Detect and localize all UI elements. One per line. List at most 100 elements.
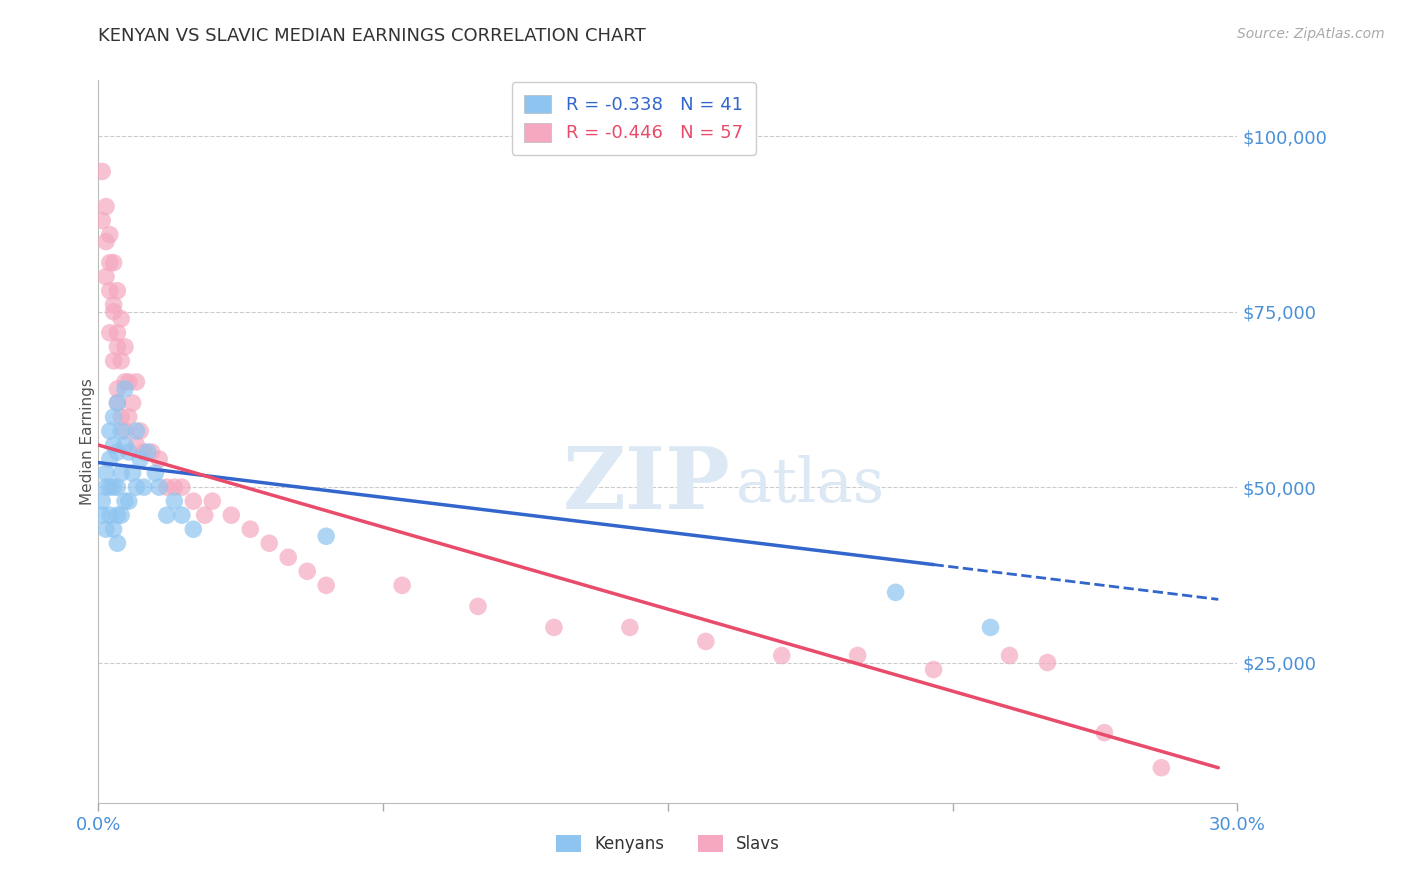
Point bbox=[221, 508, 243, 523]
Point bbox=[118, 445, 141, 459]
Point bbox=[922, 663, 945, 677]
Point bbox=[107, 382, 129, 396]
Point bbox=[94, 269, 117, 284]
Point bbox=[91, 494, 114, 508]
Point bbox=[125, 480, 148, 494]
Point bbox=[107, 508, 129, 523]
Point bbox=[259, 536, 281, 550]
Text: Source: ZipAtlas.com: Source: ZipAtlas.com bbox=[1237, 27, 1385, 41]
Point bbox=[129, 424, 152, 438]
Text: KENYAN VS SLAVIC MEDIAN EARNINGS CORRELATION CHART: KENYAN VS SLAVIC MEDIAN EARNINGS CORRELA… bbox=[98, 27, 647, 45]
Point bbox=[194, 508, 217, 523]
Point bbox=[141, 445, 163, 459]
Point bbox=[148, 480, 170, 494]
Point bbox=[118, 494, 141, 508]
Point bbox=[114, 424, 136, 438]
Point bbox=[107, 396, 129, 410]
Point bbox=[170, 480, 193, 494]
Point bbox=[118, 409, 141, 424]
Point bbox=[110, 466, 132, 480]
Point bbox=[156, 480, 179, 494]
Point bbox=[94, 200, 117, 214]
Point bbox=[103, 409, 125, 424]
Point bbox=[297, 564, 319, 578]
Point bbox=[118, 375, 141, 389]
Point bbox=[1094, 725, 1116, 739]
Point bbox=[114, 340, 136, 354]
Point bbox=[107, 326, 129, 340]
Point bbox=[98, 284, 121, 298]
Point bbox=[98, 326, 121, 340]
Point bbox=[163, 480, 186, 494]
Point bbox=[98, 508, 121, 523]
Point bbox=[239, 522, 262, 536]
Point bbox=[94, 466, 117, 480]
Point bbox=[98, 480, 121, 494]
Point bbox=[145, 466, 167, 480]
Point bbox=[103, 480, 125, 494]
Point bbox=[110, 424, 132, 438]
Point bbox=[98, 255, 121, 269]
Point bbox=[114, 382, 136, 396]
Point bbox=[770, 648, 793, 663]
Point bbox=[107, 340, 129, 354]
Point bbox=[121, 396, 143, 410]
Point bbox=[114, 375, 136, 389]
Point bbox=[94, 522, 117, 536]
Point bbox=[110, 311, 132, 326]
Point bbox=[125, 424, 148, 438]
Point bbox=[91, 213, 114, 227]
Point bbox=[315, 578, 337, 592]
Point bbox=[467, 599, 489, 614]
Point bbox=[884, 585, 907, 599]
Point bbox=[183, 494, 205, 508]
Point bbox=[148, 452, 170, 467]
Point bbox=[129, 452, 152, 467]
Point bbox=[391, 578, 413, 592]
Point bbox=[98, 227, 121, 242]
Point bbox=[103, 354, 125, 368]
Point bbox=[1036, 656, 1059, 670]
Point bbox=[103, 438, 125, 452]
Point bbox=[114, 494, 136, 508]
Point bbox=[110, 508, 132, 523]
Point bbox=[132, 445, 155, 459]
Point bbox=[107, 536, 129, 550]
Point bbox=[110, 354, 132, 368]
Point bbox=[125, 438, 148, 452]
Point bbox=[107, 396, 129, 410]
Point bbox=[1150, 761, 1173, 775]
Point bbox=[110, 409, 132, 424]
Point bbox=[183, 522, 205, 536]
Legend: Kenyans, Slavs: Kenyans, Slavs bbox=[550, 828, 786, 860]
Point bbox=[94, 480, 117, 494]
Text: ZIP: ZIP bbox=[562, 443, 731, 527]
Point bbox=[170, 508, 193, 523]
Y-axis label: Median Earnings: Median Earnings bbox=[80, 378, 94, 505]
Point bbox=[979, 620, 1001, 634]
Point bbox=[103, 305, 125, 319]
Point bbox=[201, 494, 224, 508]
Point bbox=[156, 508, 179, 523]
Point bbox=[114, 438, 136, 452]
Point bbox=[136, 445, 159, 459]
Point bbox=[619, 620, 641, 634]
Point bbox=[277, 550, 299, 565]
Point bbox=[998, 648, 1021, 663]
Point bbox=[163, 494, 186, 508]
Point bbox=[846, 648, 869, 663]
Point bbox=[107, 480, 129, 494]
Point bbox=[94, 235, 117, 249]
Point bbox=[695, 634, 717, 648]
Point bbox=[315, 529, 337, 543]
Point bbox=[132, 480, 155, 494]
Point bbox=[107, 445, 129, 459]
Point bbox=[121, 466, 143, 480]
Point bbox=[103, 255, 125, 269]
Point bbox=[98, 424, 121, 438]
Point bbox=[91, 508, 114, 523]
Point bbox=[98, 452, 121, 467]
Text: atlas: atlas bbox=[737, 455, 884, 515]
Point bbox=[107, 284, 129, 298]
Point bbox=[543, 620, 565, 634]
